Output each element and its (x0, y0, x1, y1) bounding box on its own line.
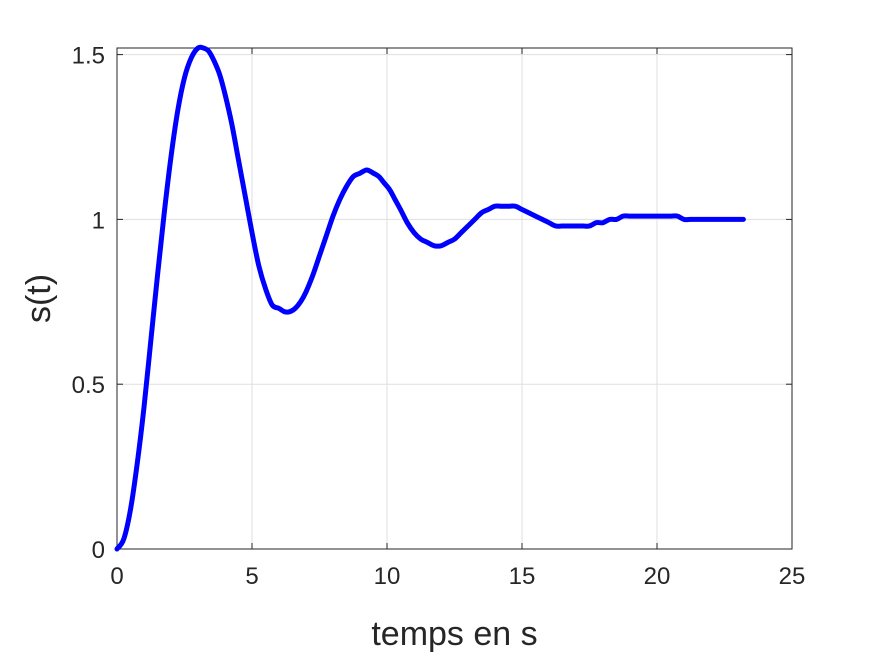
series-line (114, 44, 746, 552)
y-tick-label: 0.5 (72, 372, 105, 399)
y-tick-label: 1 (92, 207, 105, 234)
x-axis-label: temps en s (371, 615, 537, 653)
y-tick-label: 0 (92, 537, 105, 564)
x-tick-label: 20 (644, 563, 671, 590)
series-layer (114, 44, 746, 552)
x-tick-label: 15 (509, 563, 536, 590)
y-axis-label: s(t) (20, 274, 58, 323)
x-tick-label: 0 (110, 563, 123, 590)
x-tick-label: 10 (374, 563, 401, 590)
x-tick-label: 25 (779, 563, 806, 590)
plot-frame (116, 47, 793, 550)
axis-ticks: 0 5 10 15 20 25 0 0.5 1 1.5 (72, 43, 806, 590)
x-tick-label: 5 (245, 563, 258, 590)
y-tick-label: 1.5 (72, 43, 105, 70)
